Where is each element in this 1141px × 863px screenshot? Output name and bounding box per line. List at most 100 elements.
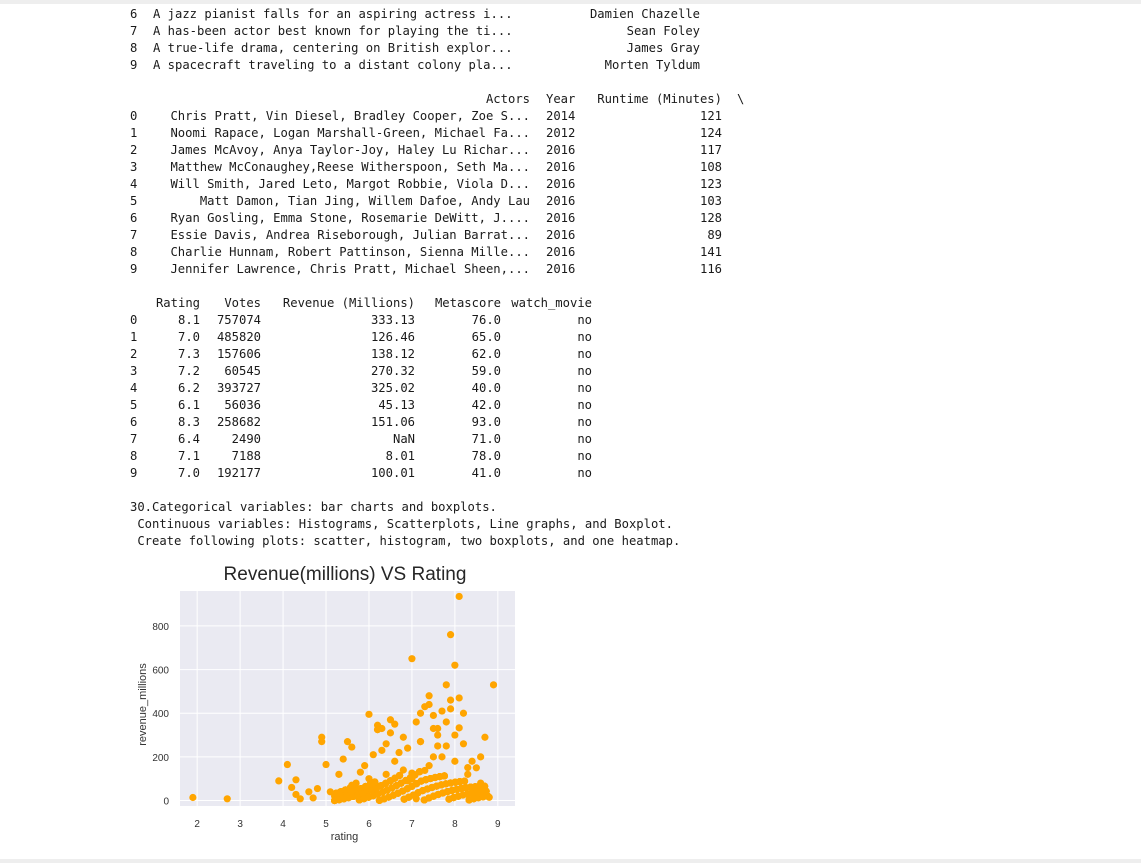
scatter-point	[388, 784, 395, 791]
scatter-point	[481, 734, 488, 741]
x-tick-label: 2	[194, 819, 200, 830]
y-tick-label: 600	[152, 666, 169, 677]
scatter-point	[395, 749, 402, 756]
scatter-point	[382, 780, 389, 787]
scatter-point	[462, 784, 469, 791]
scatter-point	[292, 776, 299, 783]
x-tick-label: 8	[452, 819, 458, 830]
scatter-point	[451, 731, 458, 738]
scatter-point	[430, 753, 437, 760]
scatter-point	[408, 655, 415, 662]
scatter-point	[376, 797, 383, 804]
scatter-point	[434, 742, 441, 749]
scatter-point	[400, 734, 407, 741]
scatter-point	[473, 764, 480, 771]
scatter-point	[342, 786, 349, 793]
scatter-point	[383, 740, 390, 747]
scatter-point	[422, 776, 429, 783]
scatter-point	[404, 745, 411, 752]
scatter-point	[322, 761, 329, 768]
scatter-point	[351, 782, 358, 789]
scatter-point	[438, 707, 445, 714]
scatter-point	[426, 701, 433, 708]
scatter-point	[439, 789, 446, 796]
x-tick-label: 7	[409, 819, 415, 830]
x-tick-label: 6	[366, 819, 372, 830]
scatter-point	[460, 710, 467, 717]
scatter-point	[460, 740, 467, 747]
scatter-point	[443, 681, 450, 688]
scatter-point	[456, 778, 463, 785]
y-tick-label: 200	[152, 753, 169, 764]
scatter-point	[441, 772, 448, 779]
scatter-point	[310, 794, 317, 801]
scatter-point	[413, 718, 420, 725]
scatter-point	[335, 771, 342, 778]
scatter-point	[447, 697, 454, 704]
scatter-point	[336, 796, 343, 803]
scatter-point	[288, 784, 295, 791]
scatter-point	[284, 761, 291, 768]
scatter-point	[378, 747, 385, 754]
x-axis-label: rating	[331, 831, 359, 843]
scatter-point	[416, 768, 423, 775]
scatter-point	[348, 743, 355, 750]
scatter-point	[357, 769, 364, 776]
x-tick-label: 4	[280, 819, 286, 830]
scatter-point	[443, 742, 450, 749]
scatter-point	[447, 631, 454, 638]
scatter-point	[275, 777, 282, 784]
scatter-point	[456, 724, 463, 731]
scatter-point	[361, 762, 368, 769]
y-tick-label: 800	[152, 622, 169, 633]
y-axis-label: revenue_millions	[137, 663, 149, 746]
scatter-point	[438, 753, 445, 760]
scatter-point	[456, 694, 463, 701]
scatter-point	[365, 794, 372, 801]
scatter-point	[451, 758, 458, 765]
y-tick-label: 0	[163, 797, 169, 808]
scatter-point	[318, 738, 325, 745]
x-tick-label: 5	[323, 819, 329, 830]
scatter-point	[468, 758, 475, 765]
scatter-point	[374, 726, 381, 733]
scatter-point	[340, 755, 347, 762]
scatter-point	[490, 681, 497, 688]
scatter-point	[473, 789, 480, 796]
scatter-point	[396, 772, 403, 779]
scatter-point	[417, 738, 424, 745]
scatter-point	[479, 793, 486, 800]
scatter-point	[451, 662, 458, 669]
scatter-point	[387, 729, 394, 736]
scatter-point	[433, 783, 440, 790]
scatter-point	[477, 753, 484, 760]
scatter-point	[399, 787, 406, 794]
y-tick-label: 400	[152, 709, 169, 720]
scatter-point	[481, 783, 488, 790]
scatter-point	[426, 692, 433, 699]
scatter-point	[391, 721, 398, 728]
scatter-point	[370, 751, 377, 758]
scatter-point	[189, 794, 196, 801]
scatter-point	[426, 762, 433, 769]
scatter-point	[391, 758, 398, 765]
scatter-point	[371, 778, 378, 785]
scatter-point	[305, 788, 312, 795]
scatter-point	[348, 789, 355, 796]
scatter-point	[314, 785, 321, 792]
scatter-point	[443, 718, 450, 725]
scatter-point	[224, 795, 231, 802]
scatter-point	[456, 593, 463, 600]
x-tick-label: 3	[237, 819, 243, 830]
scatter-point	[464, 764, 471, 771]
scatter-point	[445, 796, 452, 803]
scatter-point	[464, 771, 471, 778]
scatter-point	[434, 725, 441, 732]
scatter-point	[430, 712, 437, 719]
bottom-divider	[0, 859, 1141, 863]
scatter-point	[383, 771, 390, 778]
scatter-point	[405, 794, 412, 801]
scatter-point	[359, 790, 366, 797]
scatter-point	[434, 731, 441, 738]
